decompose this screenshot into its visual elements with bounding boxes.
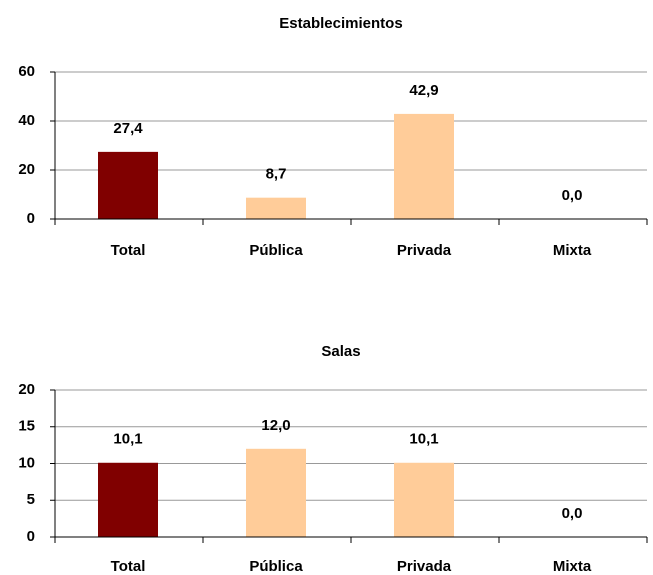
- y-tick-label: 5: [27, 491, 35, 508]
- x-tick-label: Pública: [249, 242, 303, 259]
- bar: [394, 462, 454, 537]
- chart-title: Salas: [321, 343, 360, 360]
- data-label: 8,7: [266, 166, 287, 183]
- data-label: 0,0: [562, 505, 583, 522]
- y-tick-label: 40: [18, 112, 35, 129]
- x-tick-label: Privada: [397, 558, 452, 575]
- data-label: 10,1: [113, 431, 142, 448]
- y-tick-label: 15: [18, 418, 35, 435]
- bar: [98, 462, 158, 537]
- data-label: 0,0: [562, 187, 583, 204]
- data-label: 12,0: [261, 417, 290, 434]
- x-tick-label: Total: [111, 558, 146, 575]
- y-tick-label: 0: [27, 528, 35, 545]
- y-tick-label: 0: [27, 210, 35, 227]
- bar: [246, 448, 306, 537]
- y-tick-label: 10: [18, 454, 35, 471]
- x-tick-label: Pública: [249, 558, 303, 575]
- data-label: 27,4: [113, 120, 143, 137]
- x-tick-label: Total: [111, 242, 146, 259]
- y-tick-label: 20: [18, 381, 35, 398]
- bar: [246, 197, 306, 219]
- y-tick-label: 60: [18, 63, 35, 80]
- bar: [98, 151, 158, 219]
- x-tick-label: Mixta: [553, 242, 592, 259]
- data-label: 10,1: [409, 431, 438, 448]
- bar: [394, 113, 454, 219]
- x-tick-label: Privada: [397, 242, 452, 259]
- x-tick-label: Mixta: [553, 558, 592, 575]
- y-tick-label: 20: [18, 161, 35, 178]
- data-label: 42,9: [409, 82, 438, 99]
- chart-title: Establecimientos: [279, 15, 402, 32]
